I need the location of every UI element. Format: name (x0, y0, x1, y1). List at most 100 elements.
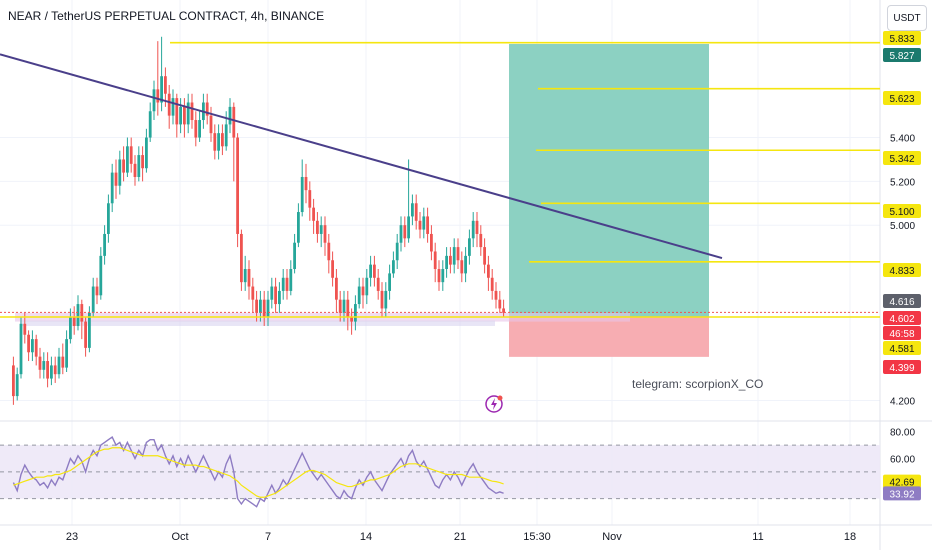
candle-body (414, 203, 418, 221)
candle-body (167, 93, 171, 116)
candle-body (471, 220, 475, 239)
candle-body (255, 299, 258, 313)
chart-title: NEAR / TetherUS PERPETUAL CONTRACT, 4h, … (8, 9, 325, 23)
candle-body (27, 334, 30, 353)
trendline[interactable] (0, 53, 723, 260)
candle-body (289, 269, 293, 291)
candle-body (126, 146, 129, 173)
candle-body (331, 260, 334, 278)
candle-body (433, 251, 437, 270)
candle-body (388, 273, 391, 291)
candle-body (498, 299, 502, 309)
x-tick-label: 11 (752, 531, 763, 543)
candle-body (118, 159, 122, 186)
price-badge-label: 5.827 (889, 51, 914, 62)
candle-body (95, 286, 99, 296)
candle-body (69, 317, 72, 340)
candle-body (411, 203, 414, 217)
rsi-tick-label: 60.00 (890, 454, 915, 465)
price-badge-label: 5.833 (889, 34, 914, 45)
candle-body (308, 190, 312, 208)
candle-body (266, 299, 270, 318)
candle-body (148, 111, 152, 138)
horizontal-levels[interactable] (0, 41, 880, 318)
candle-body (251, 286, 255, 300)
price-badge (883, 360, 921, 374)
candle-body (243, 269, 247, 283)
y-tick-label: 5.400 (890, 134, 915, 145)
candle-body (468, 238, 471, 256)
candle-body (205, 102, 209, 116)
candle-body (186, 102, 190, 125)
candle-body (240, 233, 243, 283)
candle-body (452, 247, 456, 265)
candle-body (437, 269, 441, 283)
rsi-badge-label: 33.92 (889, 489, 914, 500)
candle-body (179, 106, 182, 125)
candle-body (164, 76, 167, 94)
candle-body (72, 317, 76, 326)
candle-body (129, 146, 133, 164)
candle-body (346, 299, 350, 318)
candle-body (34, 339, 38, 357)
x-tick-label: 7 (265, 531, 271, 543)
candle-body (395, 242, 399, 261)
candle-body (145, 137, 148, 169)
candle-body (384, 290, 388, 309)
candle-body (338, 299, 342, 313)
x-tick-label: 23 (66, 531, 78, 543)
price-badges: 5.833 5.827 5.623 5.342 5.100 4.833 4.616 4.602… (883, 31, 921, 501)
candle-body (430, 233, 433, 252)
price-badge (883, 311, 921, 325)
candle-body (350, 317, 353, 322)
candle-body (99, 255, 103, 296)
candle-body (19, 323, 23, 375)
candle-body (213, 133, 217, 151)
candle-body (319, 225, 323, 234)
price-badge (883, 341, 921, 355)
candle-body (190, 102, 194, 121)
candle-body (42, 361, 46, 370)
candle-body (403, 225, 407, 239)
candle-body (464, 255, 467, 274)
candle-body (342, 299, 346, 313)
candle-body (278, 290, 281, 305)
candle-body (285, 277, 289, 291)
price-badge-label: 5.100 (889, 207, 914, 218)
candle-body (297, 212, 300, 243)
currency-button[interactable]: USDT (887, 5, 927, 31)
candle-body (373, 264, 376, 278)
candle-body (323, 225, 327, 243)
candle-body (445, 255, 448, 270)
candle-body (183, 106, 186, 125)
price-badge (883, 294, 921, 308)
rsi-pane (0, 435, 880, 508)
candle-body (236, 137, 239, 234)
candle-body (76, 304, 80, 326)
candle-body (262, 299, 266, 318)
price-badge (883, 151, 921, 165)
x-tick-label: Nov (602, 531, 622, 543)
candle-body (50, 365, 53, 379)
candle-body (12, 365, 15, 397)
candle-body (53, 365, 57, 375)
candle-body (380, 290, 384, 309)
rsi-badge (883, 474, 921, 489)
candle-body (61, 356, 65, 368)
candle-body (171, 98, 175, 116)
candle-body (194, 120, 198, 138)
candle-body (479, 233, 483, 248)
y-tick-label: 4.200 (890, 396, 915, 407)
candle-series (12, 36, 505, 405)
x-tick-label: 14 (360, 531, 372, 543)
candle-body (422, 216, 426, 230)
x-tick-label: 15:30 (523, 531, 551, 543)
y-tick-label: 5.000 (890, 221, 915, 232)
candle-body (221, 133, 224, 147)
price-badge (883, 204, 921, 218)
lightning-alert-icon[interactable] (484, 394, 504, 414)
candle-body (160, 76, 163, 103)
candle-body (137, 155, 141, 177)
candle-body (15, 374, 19, 397)
